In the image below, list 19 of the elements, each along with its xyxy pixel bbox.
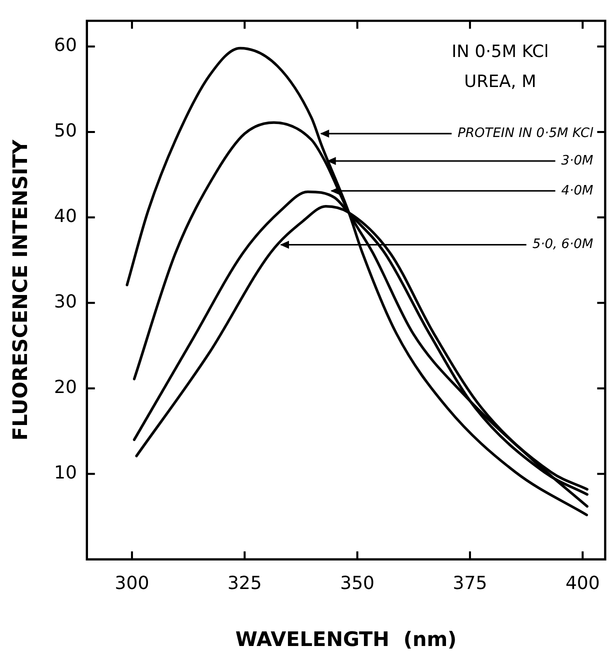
y-tick-label: 40 xyxy=(54,206,77,228)
y-tick-label: 20 xyxy=(54,377,77,398)
annotation: 3·0M xyxy=(561,153,594,168)
annotation: PROTEIN IN 0·5M KCl xyxy=(458,126,594,142)
x-tick-label: 325 xyxy=(227,572,262,594)
x-axis-title: WAVELENGTH (nm) xyxy=(235,627,457,652)
y-tick-label: 60 xyxy=(54,35,77,56)
x-tick-label: 375 xyxy=(452,572,488,594)
x-tick-label: 300 xyxy=(114,572,150,594)
annotation: 4·0M xyxy=(561,183,594,198)
x-tick-label: 350 xyxy=(340,572,374,594)
annotation: 5·0, 6·0M xyxy=(532,237,594,252)
y-tick-label: 50 xyxy=(54,120,77,142)
x-tick-label: 400 xyxy=(565,572,600,594)
y-tick-label: 30 xyxy=(54,292,77,313)
annotation: UREA, M xyxy=(464,72,536,92)
y-tick-label: 10 xyxy=(54,462,77,484)
annotation: IN 0·5M KCl xyxy=(452,42,549,62)
y-axis-title: FLUORESCENCE INTENSITY xyxy=(8,139,32,441)
